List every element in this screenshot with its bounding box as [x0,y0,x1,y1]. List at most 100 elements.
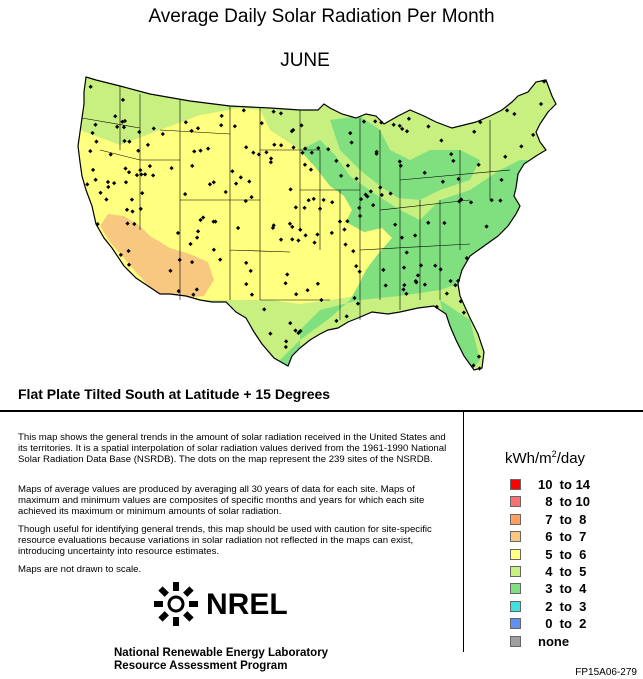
site-dot [434,304,439,310]
site-dot [235,225,241,231]
site-dot [247,179,252,184]
site-dot [201,215,206,220]
site-dot [244,145,249,150]
site-dot [264,150,269,155]
site-dot [211,219,216,224]
site-dot [122,138,127,144]
site-dot [468,200,474,205]
site-dot [145,142,151,148]
site-dot [426,220,431,225]
site-dot [302,205,307,210]
site-dot [433,263,438,268]
legend-label: 0 to 2 [538,616,587,632]
site-dot [348,130,353,136]
site-dot [108,152,113,157]
divider [0,410,643,412]
site-dot [272,142,277,147]
map-title: Average Daily Solar Radiation Per Month [148,6,495,27]
site-dot [303,233,308,238]
site-dot [489,197,494,203]
site-dot [326,147,331,152]
site-dot [412,233,418,238]
site-dot [142,172,148,177]
site-dot [134,173,140,178]
site-dot [309,150,314,155]
site-dot [238,175,243,180]
figure-code: FP15A06-279 [575,667,637,678]
site-dot [290,224,295,229]
site-dot [241,108,246,113]
legend-item: 5 to 6 [510,547,620,562]
site-dot [183,192,188,197]
site-dot [183,120,188,125]
site-dot [175,230,181,236]
site-dot [290,237,295,242]
site-dot [388,191,393,196]
site-dot [283,344,288,350]
map-subtitle: Flat Plate Tilted South at Latitude + 15… [18,386,331,402]
site-dot [358,197,364,202]
site-dot [126,248,131,254]
site-dot [319,297,324,303]
site-dot [160,131,165,137]
legend-swatch [510,618,521,630]
site-dot [457,199,462,204]
site-dot [233,181,239,186]
site-dot [294,292,299,297]
site-dot [90,130,95,136]
site-dot [316,146,321,151]
legend-swatch [510,566,521,577]
site-dot [271,223,276,228]
zone-3-4-florida [440,300,480,370]
legend-swatch [510,513,521,525]
site-dot [476,354,482,359]
site-dot [88,149,93,154]
legend-item: 4 to 5 [510,564,620,579]
legend-label: 8 to 10 [538,494,591,510]
site-dot [476,162,481,167]
site-dot [129,197,135,202]
legend-label: 2 to 3 [538,598,587,614]
site-dot [293,205,298,210]
site-dot [503,154,508,159]
site-dot [374,151,379,156]
site-dot [190,163,195,168]
site-dot [499,177,504,183]
site-dot [120,119,125,124]
site-dot [198,217,203,223]
site-dot [283,281,288,286]
site-dot [338,173,344,178]
site-dot [317,206,323,211]
site-dot [249,292,255,297]
site-dot [106,184,111,190]
site-dot [498,198,503,203]
site-dot [219,123,224,128]
legend-item: none [510,634,620,649]
site-dot [192,149,197,154]
us-outline [77,76,557,371]
legend-label: 7 to 8 [538,511,587,527]
site-dot [176,289,181,294]
site-dot [298,328,303,334]
site-dot [311,196,316,202]
site-dot [449,151,454,157]
site-dot [343,242,348,247]
site-dot [415,273,421,278]
site-dot [531,132,536,137]
site-dot [444,291,449,296]
site-dot [207,182,213,187]
site-dot [251,150,256,155]
site-dot [93,122,98,127]
description-paragraph: Maps of average values are produced by a… [18,484,425,517]
site-dot [113,114,118,119]
site-dot [422,282,428,287]
nrel-wordmark: NREL [206,588,288,621]
site-dot [285,272,290,277]
site-dot [321,197,326,203]
site-dot [439,138,444,143]
site-dot [401,287,406,292]
site-dot [136,148,141,153]
site-dot [440,179,446,184]
site-dot [268,156,274,161]
site-dot [438,267,443,272]
